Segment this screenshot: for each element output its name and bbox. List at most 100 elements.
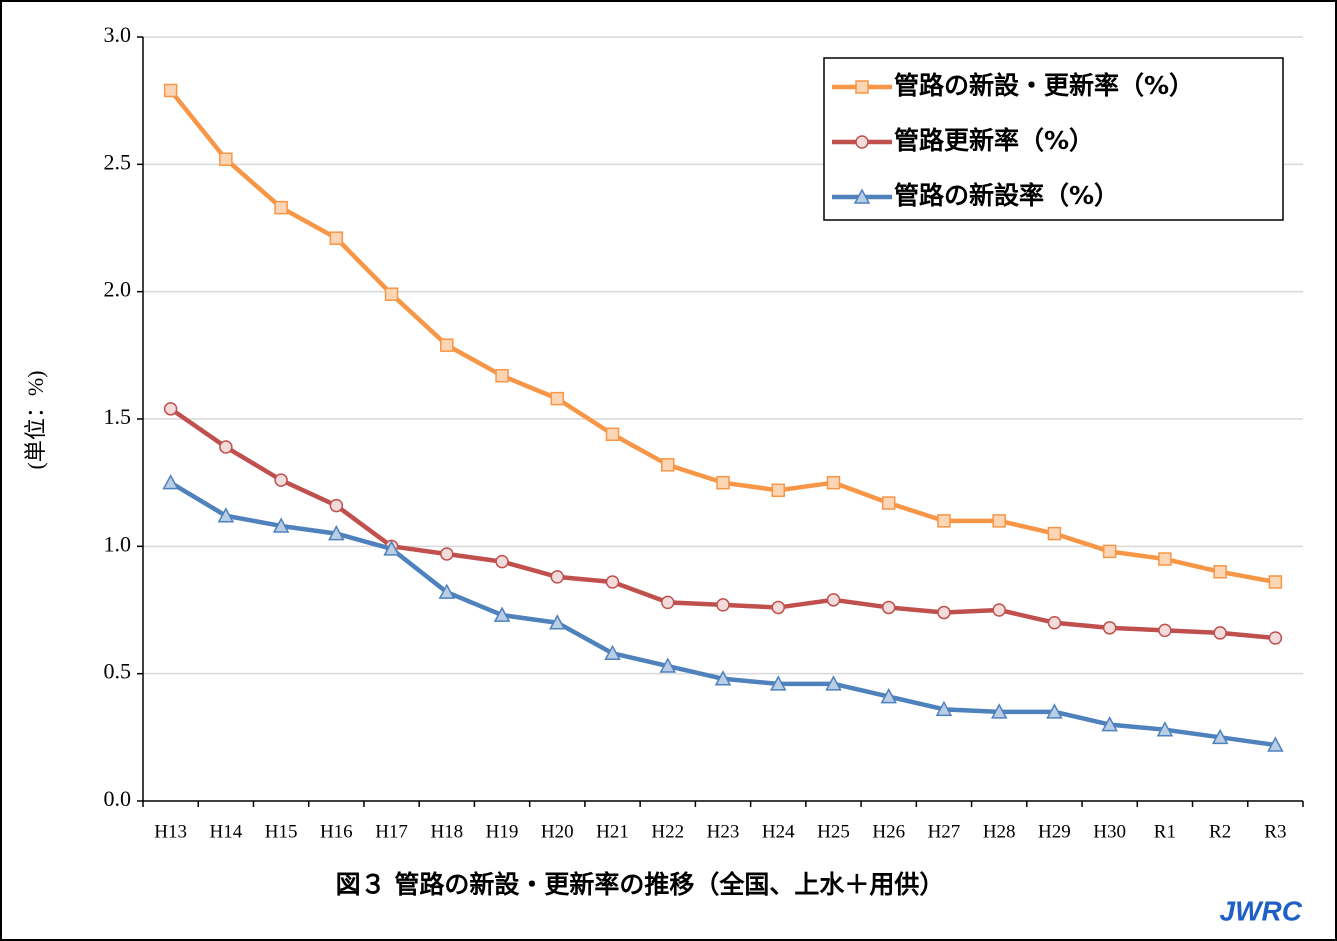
x-tick-label: H19 xyxy=(486,821,519,842)
x-tick-label: H26 xyxy=(872,821,905,842)
marker xyxy=(604,644,621,661)
marker xyxy=(855,80,869,94)
marker xyxy=(1268,575,1283,589)
x-tick-label: H18 xyxy=(430,821,463,842)
marker xyxy=(1156,721,1174,737)
chart-title: 図３ 管路の新設・更新率の推移（全国、上水＋用供） xyxy=(336,870,945,899)
marker xyxy=(661,595,675,610)
marker xyxy=(384,287,399,301)
marker xyxy=(716,598,730,612)
y-tick-label: 1.5 xyxy=(104,404,132,429)
marker xyxy=(274,200,288,215)
x-tick-label: H23 xyxy=(707,821,740,842)
marker xyxy=(992,603,1006,617)
y-tick-label: 2.0 xyxy=(104,277,132,302)
marker xyxy=(163,83,178,98)
marker xyxy=(493,606,511,622)
x-tick-label: R1 xyxy=(1154,821,1176,842)
x-tick-label: R3 xyxy=(1264,821,1286,842)
x-tick-label: H29 xyxy=(1038,821,1071,842)
marker xyxy=(163,402,178,416)
marker xyxy=(605,575,620,589)
marker xyxy=(495,554,509,569)
marker xyxy=(937,605,951,620)
x-tick-label: H22 xyxy=(651,821,684,842)
y-axis-label: (単位：%) xyxy=(23,371,48,470)
marker xyxy=(274,473,288,487)
marker xyxy=(1046,703,1063,719)
marker xyxy=(495,368,509,383)
x-tick-label: H14 xyxy=(209,821,242,842)
marker xyxy=(383,540,400,556)
y-tick-label: 3.0 xyxy=(104,22,132,47)
marker xyxy=(714,670,732,686)
legend-label: 管路の新設・更新率（%） xyxy=(894,71,1194,100)
marker xyxy=(1102,621,1117,635)
marker xyxy=(217,507,235,523)
marker xyxy=(935,700,953,717)
marker xyxy=(990,703,1008,719)
y-tick-label: 0.0 xyxy=(104,786,132,811)
marker xyxy=(881,496,896,510)
marker xyxy=(329,498,344,513)
x-tick-label: H17 xyxy=(375,821,408,842)
marker xyxy=(937,514,951,528)
marker xyxy=(661,458,675,472)
x-tick-label: H21 xyxy=(596,821,629,842)
marker xyxy=(1158,623,1172,638)
legend-label: 管路の新設率（%） xyxy=(894,181,1119,210)
marker xyxy=(219,152,233,166)
x-tick-label: H16 xyxy=(320,821,353,842)
marker xyxy=(771,483,785,498)
marker xyxy=(550,391,565,406)
marker xyxy=(1102,544,1117,559)
marker xyxy=(440,338,454,352)
marker xyxy=(162,474,179,490)
marker xyxy=(550,570,565,584)
x-tick-label: H25 xyxy=(817,821,850,842)
marker xyxy=(1268,631,1283,645)
marker xyxy=(1158,552,1172,566)
marker xyxy=(549,614,566,630)
marker xyxy=(992,514,1006,528)
marker xyxy=(219,440,233,454)
x-tick-label: H20 xyxy=(541,821,574,842)
marker xyxy=(605,427,620,442)
y-tick-label: 0.5 xyxy=(104,659,132,684)
marker xyxy=(825,675,842,691)
marker xyxy=(659,657,677,673)
marker xyxy=(1047,615,1062,630)
legend-box xyxy=(823,57,1284,221)
marker xyxy=(716,475,730,490)
legend-label: 管路更新率（%） xyxy=(894,126,1094,155)
x-tick-label: H24 xyxy=(762,821,795,842)
marker xyxy=(1267,736,1284,752)
x-tick-label: H13 xyxy=(154,821,187,842)
marker xyxy=(826,475,841,490)
marker xyxy=(769,675,787,691)
marker xyxy=(328,525,345,541)
x-tick-label: H30 xyxy=(1093,821,1126,842)
marker xyxy=(440,547,454,561)
marker xyxy=(855,135,869,149)
marker xyxy=(1211,728,1229,745)
marker xyxy=(771,600,785,615)
marker xyxy=(853,188,871,204)
marker xyxy=(329,231,344,245)
marker xyxy=(1213,565,1227,579)
marker xyxy=(880,688,897,704)
watermark: JWRC xyxy=(1220,895,1303,926)
x-tick-label: H28 xyxy=(983,821,1016,842)
marker xyxy=(1101,716,1118,732)
marker xyxy=(1213,626,1227,640)
y-tick-label: 2.5 xyxy=(104,149,132,174)
x-tick-label: R2 xyxy=(1209,821,1231,842)
marker xyxy=(272,517,290,533)
y-tick-label: 1.0 xyxy=(104,531,132,556)
marker xyxy=(1047,526,1062,541)
marker xyxy=(881,600,896,615)
marker xyxy=(826,593,841,607)
marker xyxy=(438,583,456,599)
x-tick-label: H15 xyxy=(265,821,298,842)
